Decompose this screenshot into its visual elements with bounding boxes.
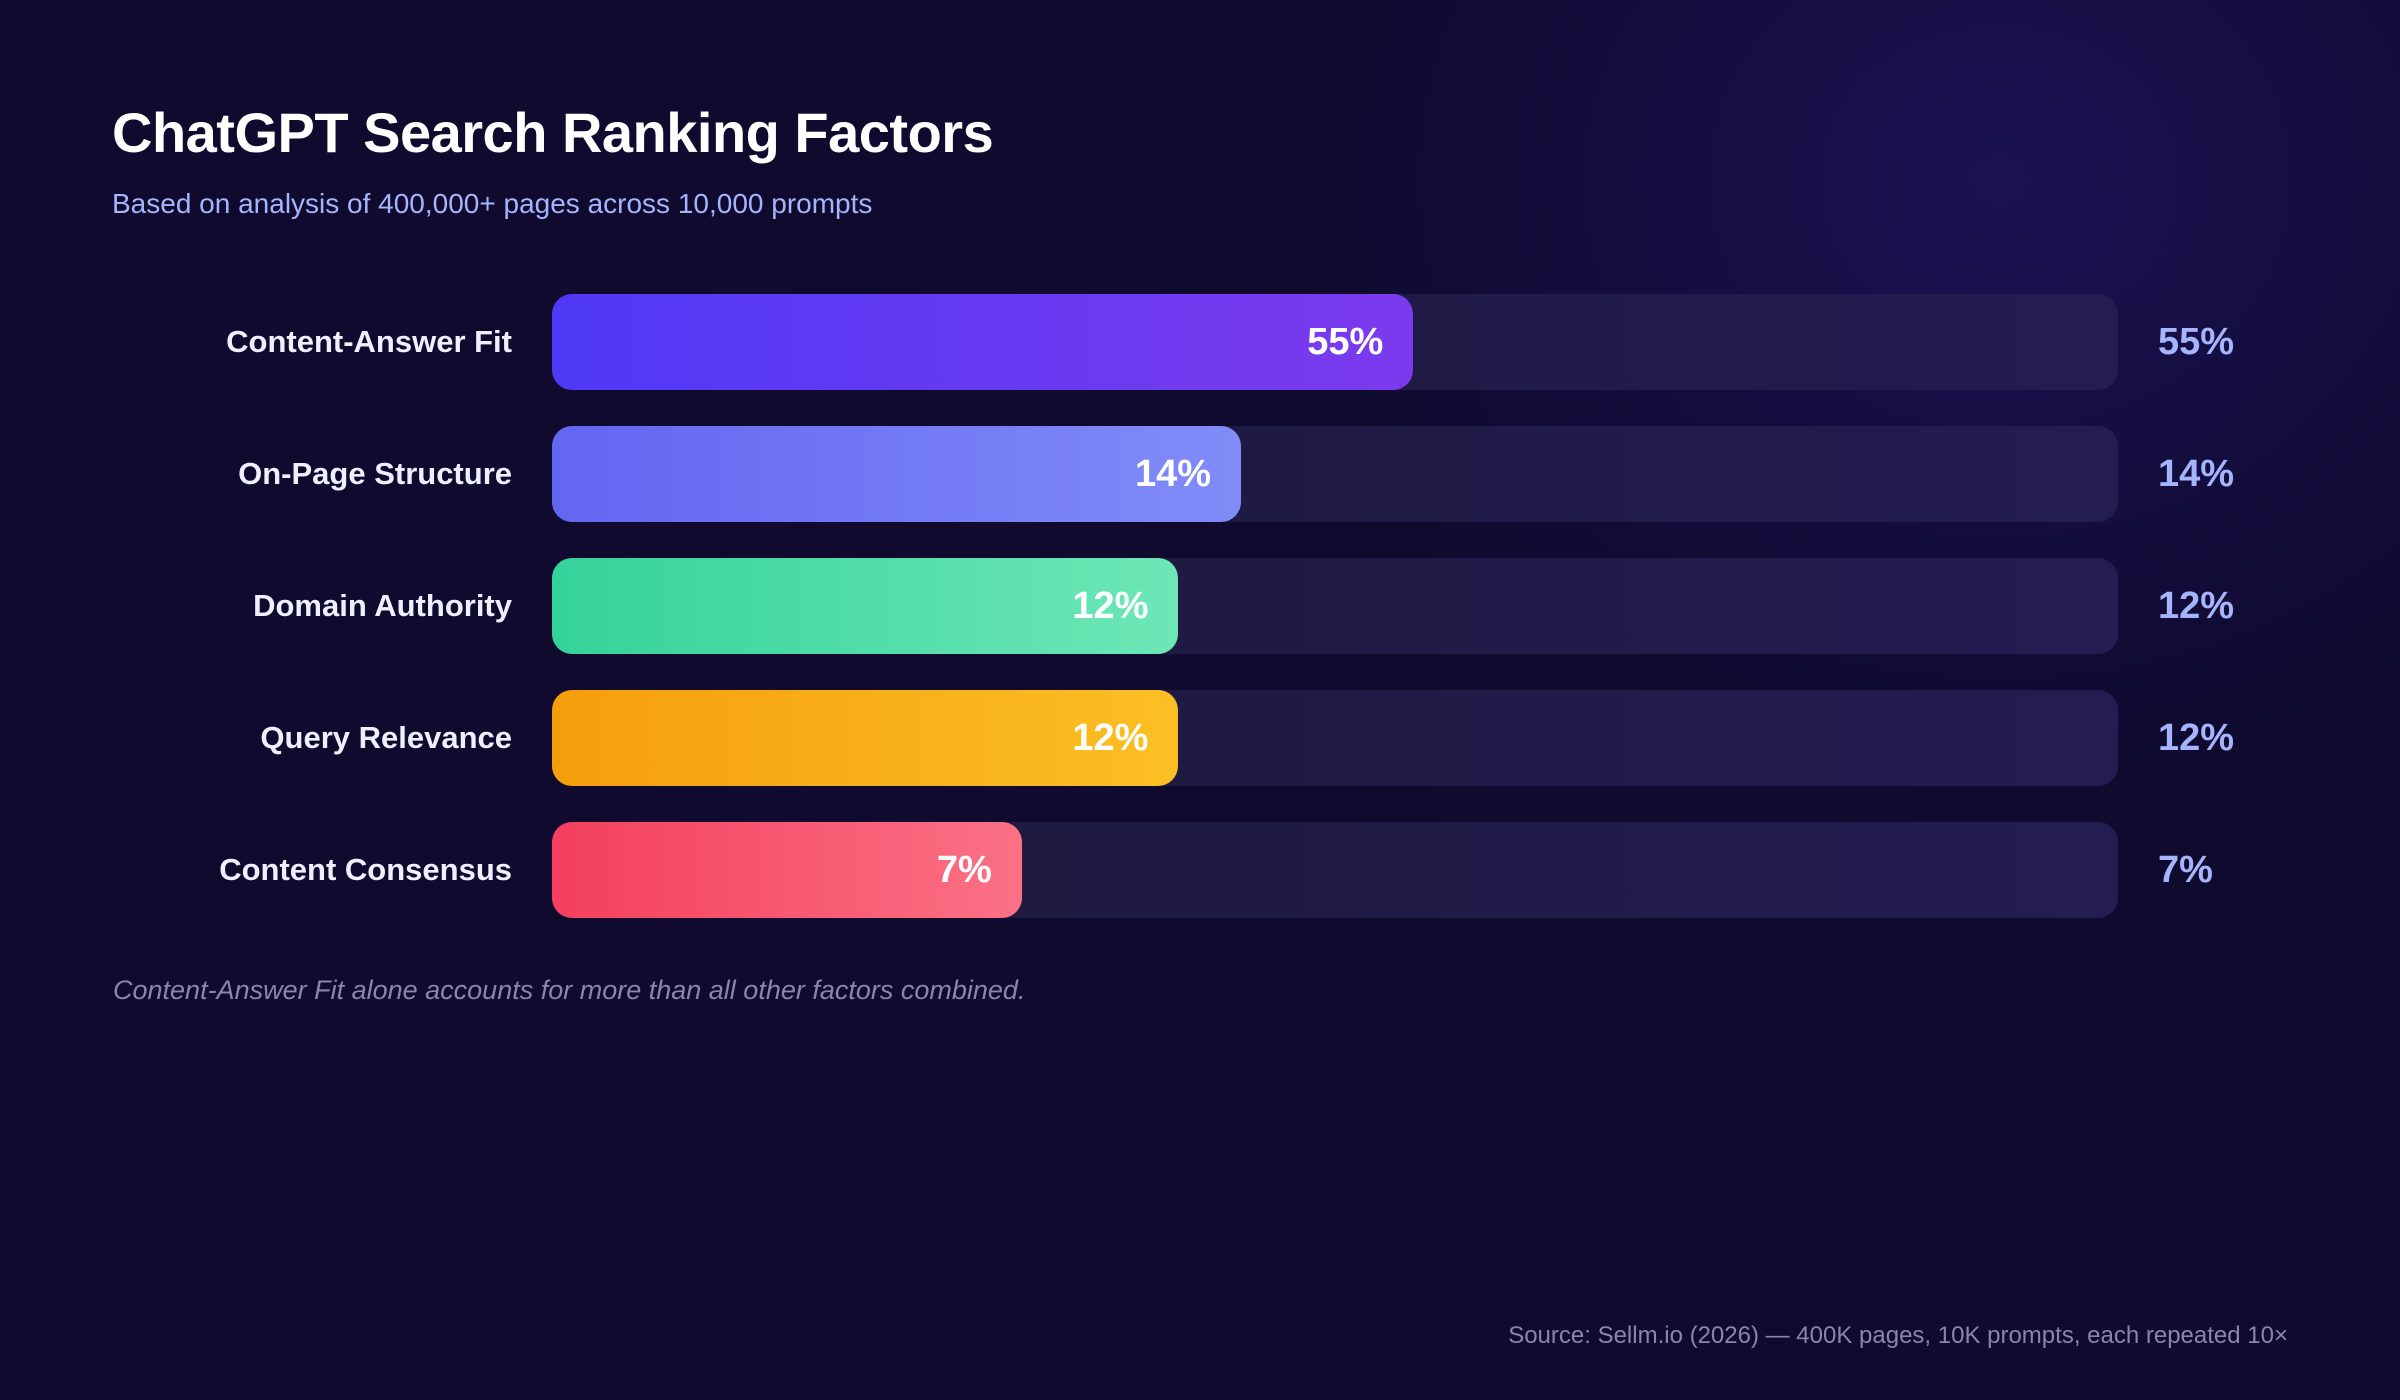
bar-track: 7% <box>552 822 2118 918</box>
category-label: Domain Authority <box>253 588 512 623</box>
bar-track: 14% <box>552 426 2118 522</box>
bar-row: Content-Answer Fit 55% 55% <box>0 294 2400 390</box>
category-label: Content Consensus <box>219 852 512 887</box>
bar-value-label: 55% <box>1307 321 1384 363</box>
value-label: 14% <box>2158 453 2235 495</box>
category-label: Content-Answer Fit <box>226 324 512 359</box>
bar: 12% <box>552 690 1179 786</box>
bar-track: 12% <box>552 690 2118 786</box>
bar-row: Domain Authority 12% 12% <box>0 558 2400 654</box>
bar: 14% <box>552 426 1242 522</box>
bar-row: Query Relevance 12% 12% <box>0 690 2400 786</box>
value-label: 12% <box>2158 717 2235 759</box>
bar-value-label: 14% <box>1134 453 1212 495</box>
source-note: Source: Sellm.io (2026) — 400K pages, 10… <box>1508 1322 2288 1349</box>
bar-value-label: 12% <box>1072 585 1149 627</box>
chart-title: ChatGPT Search Ranking Factors <box>112 101 994 164</box>
bar-row: On-Page Structure 14% 14% <box>0 426 2400 522</box>
value-label: 7% <box>2158 849 2213 891</box>
bar: 12% <box>552 558 1179 654</box>
bar-value-label: 12% <box>1072 717 1149 759</box>
annotation: Content-Answer Fit alone accounts for mo… <box>113 975 1026 1005</box>
bar-row: Content Consensus 7% 7% <box>0 822 2400 918</box>
chart-subtitle: Based on analysis of 400,000+ pages acro… <box>112 188 873 219</box>
category-label: On-Page Structure <box>238 456 512 491</box>
value-label: 55% <box>2158 321 2235 363</box>
bar-value-label: 7% <box>936 849 992 891</box>
bar: 7% <box>552 822 1022 918</box>
bar-track: 12% <box>552 558 2118 654</box>
category-label: Query Relevance <box>260 720 512 755</box>
bar-track: 55% <box>552 294 2118 390</box>
bar: 55% <box>552 294 1414 390</box>
value-label: 12% <box>2158 585 2235 627</box>
